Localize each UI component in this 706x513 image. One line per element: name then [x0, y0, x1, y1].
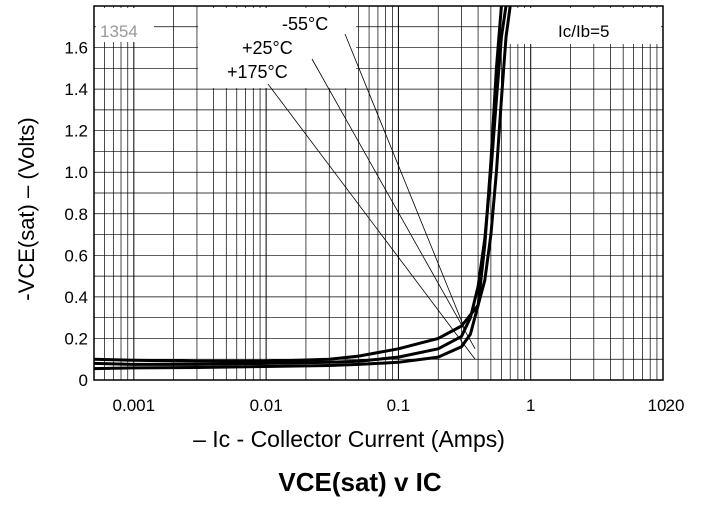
leader-line — [311, 58, 476, 350]
plot-frame — [93, 5, 664, 381]
leader-line — [267, 83, 476, 360]
y-tick-label: 1.0 — [64, 163, 88, 182]
x-tick-label: 20 — [666, 396, 685, 415]
y-tick-label: 0.6 — [64, 246, 88, 265]
series-line — [94, 6, 503, 371]
series-label: +175°C — [227, 62, 288, 82]
x-tick-label: 0.1 — [387, 396, 411, 415]
series-label: +25°C — [242, 38, 293, 58]
y-tick-label: 0.2 — [64, 329, 88, 348]
x-tick-label: 1 — [526, 396, 535, 415]
y-axis-title: -VCE(sat) – (Volts) — [14, 117, 39, 300]
y-tick-label: 0.4 — [64, 288, 88, 307]
x-tick-label: 0.01 — [250, 396, 283, 415]
legend-box — [198, 8, 356, 88]
y-tick-label: 1.6 — [64, 39, 88, 58]
y-tick-label: 0.8 — [64, 205, 88, 224]
condition-box — [500, 8, 661, 44]
figure-code: 1354 — [100, 22, 138, 41]
leader-line — [344, 33, 466, 331]
x-tick-label: 10 — [648, 396, 667, 415]
figure-code-box — [96, 8, 154, 42]
condition-label: Ic/Ib=5 — [558, 22, 610, 41]
series-label: -55°C — [282, 14, 328, 34]
y-tick-label: 1.4 — [64, 80, 88, 99]
x-axis-title: – Ic - Collector Current (Amps) — [193, 426, 505, 452]
x-tick-label: 0.001 — [113, 396, 156, 415]
series-line — [94, 6, 512, 363]
y-tick-label: 1.2 — [64, 122, 88, 141]
chart-title: VCE(sat) v IC — [278, 467, 441, 497]
y-tick-label: 0 — [79, 371, 88, 390]
